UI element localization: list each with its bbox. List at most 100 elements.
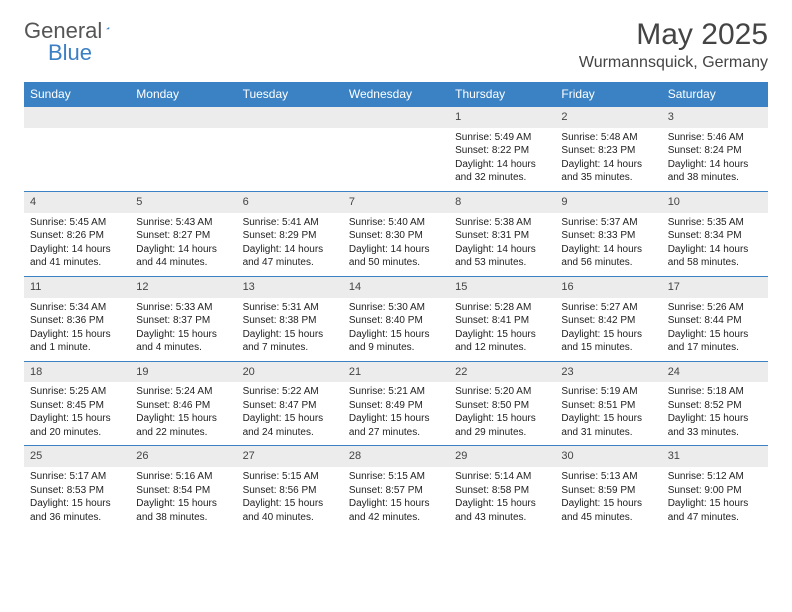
daylight-text: Daylight: 14 hours and 38 minutes. bbox=[668, 158, 762, 185]
day-number-cell: 13 bbox=[237, 276, 343, 297]
sunrise-text: Sunrise: 5:15 AM bbox=[243, 470, 337, 484]
sunrise-text: Sunrise: 5:31 AM bbox=[243, 301, 337, 315]
day-detail-cell bbox=[130, 128, 236, 192]
sunrise-text: Sunrise: 5:49 AM bbox=[455, 131, 549, 145]
day-number-cell: 19 bbox=[130, 361, 236, 382]
sunset-text: Sunset: 8:46 PM bbox=[136, 399, 230, 413]
sunset-text: Sunset: 8:36 PM bbox=[30, 314, 124, 328]
day-number-cell: 15 bbox=[449, 276, 555, 297]
sunrise-text: Sunrise: 5:41 AM bbox=[243, 216, 337, 230]
day-detail-cell: Sunrise: 5:30 AMSunset: 8:40 PMDaylight:… bbox=[343, 298, 449, 362]
day-number-cell: 30 bbox=[555, 446, 661, 467]
sunrise-text: Sunrise: 5:35 AM bbox=[668, 216, 762, 230]
sunrise-text: Sunrise: 5:19 AM bbox=[561, 385, 655, 399]
sunset-text: Sunset: 8:26 PM bbox=[30, 229, 124, 243]
daynum-row: 25262728293031 bbox=[24, 446, 768, 467]
day-detail-cell: Sunrise: 5:37 AMSunset: 8:33 PMDaylight:… bbox=[555, 213, 661, 277]
day-number-cell bbox=[237, 107, 343, 128]
day-detail-cell: Sunrise: 5:33 AMSunset: 8:37 PMDaylight:… bbox=[130, 298, 236, 362]
sunset-text: Sunset: 8:42 PM bbox=[561, 314, 655, 328]
daylight-text: Daylight: 14 hours and 44 minutes. bbox=[136, 243, 230, 270]
sunset-text: Sunset: 8:37 PM bbox=[136, 314, 230, 328]
sunset-text: Sunset: 8:59 PM bbox=[561, 484, 655, 498]
weekday-header: Tuesday bbox=[237, 82, 343, 107]
day-detail-cell: Sunrise: 5:19 AMSunset: 8:51 PMDaylight:… bbox=[555, 382, 661, 446]
day-number-cell: 31 bbox=[662, 446, 768, 467]
day-number-cell: 14 bbox=[343, 276, 449, 297]
daylight-text: Daylight: 15 hours and 40 minutes. bbox=[243, 497, 337, 524]
sunrise-text: Sunrise: 5:15 AM bbox=[349, 470, 443, 484]
brand-triangle-icon bbox=[106, 20, 109, 36]
day-detail-cell: Sunrise: 5:13 AMSunset: 8:59 PMDaylight:… bbox=[555, 467, 661, 530]
day-detail-cell: Sunrise: 5:14 AMSunset: 8:58 PMDaylight:… bbox=[449, 467, 555, 530]
sunrise-text: Sunrise: 5:13 AM bbox=[561, 470, 655, 484]
sunset-text: Sunset: 8:30 PM bbox=[349, 229, 443, 243]
weekday-header: Monday bbox=[130, 82, 236, 107]
day-detail-cell: Sunrise: 5:24 AMSunset: 8:46 PMDaylight:… bbox=[130, 382, 236, 446]
day-detail-cell: Sunrise: 5:48 AMSunset: 8:23 PMDaylight:… bbox=[555, 128, 661, 192]
day-number-cell: 2 bbox=[555, 107, 661, 128]
sunrise-text: Sunrise: 5:12 AM bbox=[668, 470, 762, 484]
day-detail-cell: Sunrise: 5:20 AMSunset: 8:50 PMDaylight:… bbox=[449, 382, 555, 446]
sunrise-text: Sunrise: 5:33 AM bbox=[136, 301, 230, 315]
day-number-cell: 18 bbox=[24, 361, 130, 382]
day-number-cell: 24 bbox=[662, 361, 768, 382]
sunset-text: Sunset: 8:34 PM bbox=[668, 229, 762, 243]
day-number-cell: 26 bbox=[130, 446, 236, 467]
sunset-text: Sunset: 8:57 PM bbox=[349, 484, 443, 498]
day-detail-cell: Sunrise: 5:25 AMSunset: 8:45 PMDaylight:… bbox=[24, 382, 130, 446]
daylight-text: Daylight: 15 hours and 27 minutes. bbox=[349, 412, 443, 439]
day-number-cell: 28 bbox=[343, 446, 449, 467]
daylight-text: Daylight: 14 hours and 58 minutes. bbox=[668, 243, 762, 270]
sunset-text: Sunset: 8:54 PM bbox=[136, 484, 230, 498]
day-number-cell: 27 bbox=[237, 446, 343, 467]
daylight-text: Daylight: 15 hours and 31 minutes. bbox=[561, 412, 655, 439]
daylight-text: Daylight: 15 hours and 4 minutes. bbox=[136, 328, 230, 355]
daylight-text: Daylight: 15 hours and 43 minutes. bbox=[455, 497, 549, 524]
daynum-row: 11121314151617 bbox=[24, 276, 768, 297]
sunset-text: Sunset: 8:53 PM bbox=[30, 484, 124, 498]
daylight-text: Daylight: 14 hours and 47 minutes. bbox=[243, 243, 337, 270]
sunrise-text: Sunrise: 5:22 AM bbox=[243, 385, 337, 399]
day-number-cell bbox=[24, 107, 130, 128]
day-number-cell: 11 bbox=[24, 276, 130, 297]
sunset-text: Sunset: 8:51 PM bbox=[561, 399, 655, 413]
day-number-cell: 16 bbox=[555, 276, 661, 297]
daylight-text: Daylight: 15 hours and 1 minute. bbox=[30, 328, 124, 355]
location-label: Wurmannsquick, Germany bbox=[579, 54, 768, 72]
day-number-cell: 20 bbox=[237, 361, 343, 382]
day-detail-cell: Sunrise: 5:43 AMSunset: 8:27 PMDaylight:… bbox=[130, 213, 236, 277]
sunrise-text: Sunrise: 5:17 AM bbox=[30, 470, 124, 484]
sunset-text: Sunset: 8:58 PM bbox=[455, 484, 549, 498]
weekday-header: Friday bbox=[555, 82, 661, 107]
daynum-row: 123 bbox=[24, 107, 768, 128]
sunrise-text: Sunrise: 5:48 AM bbox=[561, 131, 655, 145]
day-number-cell: 21 bbox=[343, 361, 449, 382]
daylight-text: Daylight: 14 hours and 50 minutes. bbox=[349, 243, 443, 270]
day-detail-cell: Sunrise: 5:18 AMSunset: 8:52 PMDaylight:… bbox=[662, 382, 768, 446]
daylight-text: Daylight: 15 hours and 47 minutes. bbox=[668, 497, 762, 524]
sunset-text: Sunset: 8:47 PM bbox=[243, 399, 337, 413]
detail-row: Sunrise: 5:17 AMSunset: 8:53 PM Daylight:… bbox=[24, 467, 768, 530]
daynum-row: 45678910 bbox=[24, 191, 768, 212]
sunset-text: Sunset: 8:40 PM bbox=[349, 314, 443, 328]
daylight-text: Daylight: 15 hours and 20 minutes. bbox=[30, 412, 124, 439]
detail-row: Sunrise: 5:25 AMSunset: 8:45 PMDaylight:… bbox=[24, 382, 768, 446]
sunrise-text: Sunrise: 5:37 AM bbox=[561, 216, 655, 230]
calendar-body: 123Sunrise: 5:49 AMSunset: 8:22 PMDaylig… bbox=[24, 107, 768, 531]
sunrise-text: Sunrise: 5:27 AM bbox=[561, 301, 655, 315]
day-number-cell: 12 bbox=[130, 276, 236, 297]
daylight-text: Daylight: 14 hours and 56 minutes. bbox=[561, 243, 655, 270]
day-number-cell: 1 bbox=[449, 107, 555, 128]
sunrise-text: Sunrise: 5:40 AM bbox=[349, 216, 443, 230]
sunset-text: Sunset: 8:29 PM bbox=[243, 229, 337, 243]
daylight-text: Daylight: 15 hours and 24 minutes. bbox=[243, 412, 337, 439]
day-detail-cell: Sunrise: 5:49 AMSunset: 8:22 PMDaylight:… bbox=[449, 128, 555, 192]
sunset-text: Sunset: 8:56 PM bbox=[243, 484, 337, 498]
sunrise-text: Sunrise: 5:25 AM bbox=[30, 385, 124, 399]
sunrise-text: Sunrise: 5:18 AM bbox=[668, 385, 762, 399]
day-number-cell: 9 bbox=[555, 191, 661, 212]
day-number-cell: 29 bbox=[449, 446, 555, 467]
weekday-header-row: Sunday Monday Tuesday Wednesday Thursday… bbox=[24, 82, 768, 107]
day-detail-cell: Sunrise: 5:45 AMSunset: 8:26 PMDaylight:… bbox=[24, 213, 130, 277]
